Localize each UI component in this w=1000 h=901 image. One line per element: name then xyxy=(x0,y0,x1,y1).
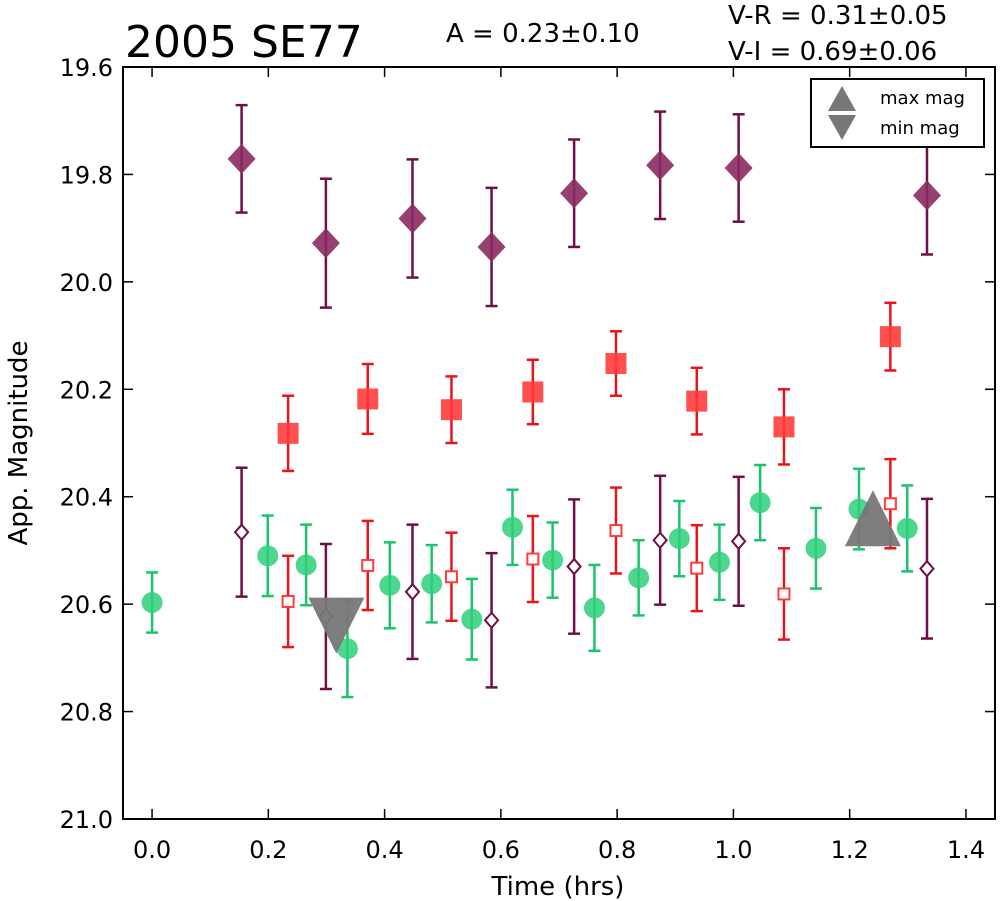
data-point xyxy=(805,537,827,559)
data-series xyxy=(141,103,941,699)
data-point xyxy=(277,422,299,444)
series-square-open xyxy=(281,457,897,649)
y-axis-label: App. Magnitude xyxy=(4,340,34,545)
data-point xyxy=(336,638,358,660)
y-tick-label: 20.6 xyxy=(60,591,113,619)
series-circle-filled xyxy=(141,463,918,699)
y-tick-label: 19.8 xyxy=(60,161,113,189)
data-point xyxy=(281,594,295,608)
data-point xyxy=(773,416,795,438)
legend-label-min: min mag xyxy=(880,118,960,139)
data-point xyxy=(461,608,483,630)
data-point xyxy=(257,545,279,567)
data-point xyxy=(708,551,730,573)
data-point xyxy=(646,150,675,181)
data-point xyxy=(444,570,458,584)
x-tick-label: 1.0 xyxy=(714,836,752,864)
data-point xyxy=(379,574,401,596)
y-tick-label: 21.0 xyxy=(60,806,113,834)
x-tick-label: 0.2 xyxy=(249,836,287,864)
data-point xyxy=(652,531,668,550)
data-point xyxy=(233,523,250,542)
data-point xyxy=(912,180,941,211)
legend-triangle-down-icon xyxy=(828,115,856,140)
y-tick-label: 20.2 xyxy=(60,376,113,404)
data-point xyxy=(749,492,771,514)
data-point xyxy=(560,178,589,209)
extrema-markers xyxy=(308,490,901,654)
data-point xyxy=(522,381,544,403)
x-axis-label: Time (hrs) xyxy=(491,872,625,901)
data-point xyxy=(605,353,627,375)
y-tick-label: 20.4 xyxy=(60,484,113,512)
x-tick-label: 1.2 xyxy=(831,836,869,864)
data-point xyxy=(440,399,462,421)
y-tick-label: 19.6 xyxy=(60,54,113,82)
data-point xyxy=(566,557,582,576)
data-point xyxy=(542,549,564,571)
data-point xyxy=(724,152,753,183)
data-point xyxy=(357,388,379,410)
data-point xyxy=(690,561,704,575)
x-tick-label: 0.8 xyxy=(598,836,636,864)
data-point xyxy=(404,582,421,601)
data-point xyxy=(896,517,918,539)
series-diamond-filled xyxy=(227,103,941,309)
data-point xyxy=(777,587,791,601)
data-point xyxy=(879,326,901,348)
data-point xyxy=(295,554,317,576)
axes: 0.0 0.2 0.4 0.6 0.8 1.0 1.2 1.4 19.6 19.8 20.0 20.2… xyxy=(60,54,995,864)
data-point xyxy=(628,567,650,589)
data-point xyxy=(501,516,523,538)
data-point xyxy=(583,597,605,619)
max-mag-triangle-icon xyxy=(844,490,901,547)
legend-triangle-up-icon xyxy=(828,86,856,111)
data-point xyxy=(421,573,443,595)
y-tick-label: 20.0 xyxy=(60,269,113,297)
vi-color-annotation: V-I = 0.69±0.06 xyxy=(728,37,937,67)
series-square-filled xyxy=(277,301,901,473)
y-tick-label: 20.8 xyxy=(60,699,113,727)
min-mag-triangle-icon xyxy=(308,597,365,654)
data-point xyxy=(477,231,506,262)
data-point xyxy=(398,203,427,234)
data-point xyxy=(883,497,897,511)
data-point xyxy=(609,524,623,538)
data-point xyxy=(311,228,340,259)
amplitude-annotation: A = 0.23±0.10 xyxy=(446,19,640,49)
legend: max mag min mag xyxy=(810,78,985,148)
data-point xyxy=(919,559,935,578)
series-diamond-open xyxy=(233,466,935,691)
vr-color-annotation: V-R = 0.31±0.05 xyxy=(728,1,948,31)
data-point xyxy=(686,390,708,412)
x-tick-label: 0.0 xyxy=(133,836,171,864)
x-tick-label: 0.6 xyxy=(482,836,520,864)
x-tick-label: 0.4 xyxy=(366,836,404,864)
chart-title: 2005 SE77 xyxy=(125,17,363,68)
legend-label-max: max mag xyxy=(880,88,965,109)
data-point xyxy=(668,528,690,550)
data-point xyxy=(227,143,256,174)
data-point xyxy=(141,592,163,614)
data-point xyxy=(483,611,500,630)
x-tick-label: 1.4 xyxy=(947,836,985,864)
data-point xyxy=(730,532,747,551)
data-point xyxy=(361,558,375,572)
plot-frame xyxy=(122,66,996,820)
data-point xyxy=(526,552,540,566)
